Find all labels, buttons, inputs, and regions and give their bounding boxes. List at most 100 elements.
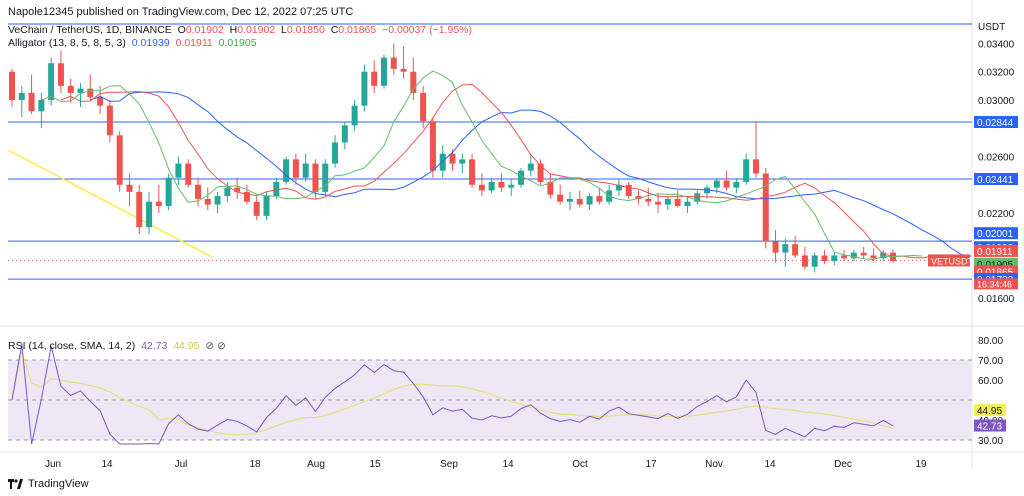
candle-body (694, 193, 701, 202)
countdown-bg (974, 278, 1018, 290)
candle-body (38, 99, 45, 112)
time-tick: Dec (834, 459, 852, 470)
ohlc-high-label: H (229, 24, 238, 36)
candle-body (224, 187, 231, 197)
candle-body (469, 159, 476, 185)
price-tick: 0.03000 (978, 96, 1015, 107)
time-tick: Jul (175, 459, 188, 470)
price-label-bg (974, 244, 1018, 257)
ohlc-open-label: O (177, 24, 186, 36)
price-label: 0.01911 (977, 247, 1013, 258)
candle-body (429, 121, 436, 171)
ohlc-close-label: C (330, 24, 339, 36)
candle-body (870, 255, 877, 259)
candle-body (655, 201, 662, 205)
candle-body (762, 173, 769, 242)
alligator-lips-line (41, 70, 923, 260)
alligator-legend[interactable]: Alligator (13, 8, 5, 8, 5, 3) 0.01939 0.… (8, 37, 257, 49)
candle-body (341, 125, 348, 143)
time-tick: 14 (502, 459, 514, 470)
alligator-teeth-line (60, 83, 942, 259)
symbol-name[interactable]: VeChain / TetherUS, 1D, BINANCE (8, 24, 172, 36)
candle-body (253, 201, 260, 216)
tradingview-footer: TradingView (8, 478, 89, 490)
candle-body (831, 255, 838, 262)
candle-body (273, 181, 280, 197)
candle-body (175, 163, 182, 178)
time-tick: 15 (369, 459, 381, 470)
alligator-jaw-line (90, 91, 972, 257)
candle-body (645, 198, 652, 202)
candle-body (576, 198, 583, 205)
candle-body (518, 170, 525, 185)
price-label: 0.02844 (977, 118, 1014, 129)
rsi-ma-label-bg (974, 404, 1006, 417)
candle-body (194, 184, 201, 199)
rsi-tick: 60.00 (978, 376, 1003, 387)
candle-body (332, 142, 339, 164)
candle-body (439, 153, 446, 171)
price-label: 0.02441 (977, 175, 1014, 186)
alligator-label: Alligator (13, 8, 5, 8, 5, 3) (8, 37, 126, 49)
candle-body (204, 198, 211, 205)
rsi-ma-label: 44.95 (977, 406, 1002, 417)
candle-body (792, 244, 799, 256)
candle-body (146, 201, 153, 228)
ohlc-low: 0.01850 (286, 24, 325, 36)
candle-body (214, 196, 221, 205)
candle-body (547, 181, 554, 195)
ohlc-close: 0.01865 (338, 24, 377, 36)
price-tick: 0.03400 (978, 39, 1015, 50)
rsi-tick: 70.00 (978, 356, 1003, 367)
candle-body (527, 163, 534, 171)
time-tick: Jun (45, 459, 61, 470)
candle-body (782, 244, 789, 253)
price-tick: 0.03200 (978, 68, 1015, 79)
tradingview-logo-icon (8, 478, 23, 490)
candle-body (136, 191, 143, 228)
candle-body (811, 255, 818, 267)
candle-body (596, 196, 603, 202)
candle-body (185, 163, 192, 185)
candle-body (684, 201, 691, 206)
candle-body (566, 198, 573, 202)
rsi-tick: 30.00 (978, 436, 1003, 447)
candle-body (126, 184, 133, 192)
candle-body (752, 159, 759, 174)
candle-body (459, 159, 466, 164)
candle-body (801, 255, 808, 267)
time-tick: 18 (249, 459, 261, 470)
candle-body (420, 92, 427, 122)
rsi-ma-value: 44.95 (173, 340, 200, 352)
candle-body (850, 252, 857, 259)
symbol-tag-bg (928, 254, 970, 267)
candle-body (67, 85, 74, 93)
price-tick: 0.02600 (978, 153, 1015, 164)
candle-body (116, 135, 123, 185)
time-tick: 14 (101, 459, 113, 470)
candle-body (449, 153, 456, 164)
symbol-info: VeChain / TetherUS, 1D, BINANCE O0.01902… (8, 24, 472, 36)
rsi-legend[interactable]: RSI (14, close, SMA, 14, 2) 42.73 44.95 … (8, 340, 226, 352)
candle-body (380, 57, 387, 86)
candle-body (557, 194, 564, 202)
candle-body (615, 184, 622, 191)
rsi-hide-icon[interactable]: ⊘ (205, 340, 215, 352)
price-label: 0.01865 (977, 267, 1014, 278)
countdown-label: 16:34:46 (977, 279, 1012, 289)
ohlc-open: 0.01902 (185, 24, 224, 36)
candle-body (9, 71, 15, 100)
currency-label: USDT (978, 22, 1005, 33)
candle-body (880, 252, 887, 259)
time-tick: Sep (440, 459, 458, 470)
time-tick: 17 (645, 459, 657, 470)
price-tick: 0.01600 (978, 294, 1015, 305)
candle-body (361, 71, 368, 106)
rsi-settings-icon[interactable]: ⊘ (217, 340, 226, 352)
rsi-label: RSI (14, close, SMA, 14, 2) (8, 340, 136, 352)
price-label-bg (974, 227, 1018, 240)
rsi-last-label: 42.73 (977, 422, 1002, 433)
price-label-bg (974, 172, 1018, 185)
candle-body (97, 97, 104, 106)
